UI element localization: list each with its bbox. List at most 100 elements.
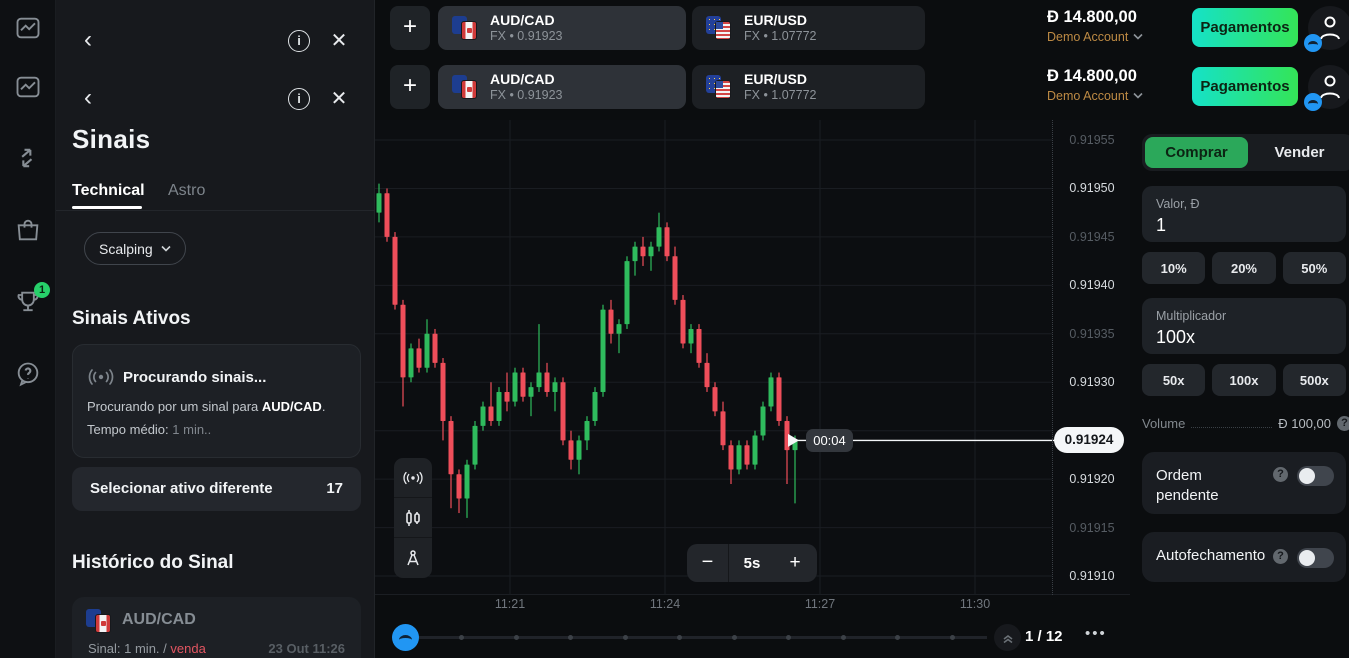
select-asset-label: Selecionar ativo diferente	[90, 480, 273, 497]
asset-subtitle: FX • 0.91923	[490, 29, 563, 43]
scroll-track-dot	[513, 635, 519, 640]
volume-row: Volume Đ 100,00 ?	[1142, 416, 1349, 431]
amount-value: 1	[1156, 215, 1167, 235]
amount-preset-10[interactable]: 10%	[1142, 252, 1206, 284]
timeframe-decrease-button[interactable]: −	[687, 544, 729, 582]
scroll-handle[interactable]	[392, 624, 419, 651]
scroll-track[interactable]	[419, 636, 987, 639]
account-selector[interactable]: Demo Account	[1047, 89, 1167, 103]
volume-help-icon[interactable]: ?	[1337, 416, 1349, 431]
asset-tab-audcad[interactable]: AUD/CAD FX • 0.91923	[438, 6, 686, 50]
price-tick-label: 0.91955	[1069, 133, 1115, 147]
multiplier-preset-50x[interactable]: 50x	[1142, 364, 1206, 396]
price-tick-label: 0.91920	[1069, 472, 1115, 487]
balance-amount: Đ 14.800,00	[1047, 67, 1137, 85]
auto-close-toggle[interactable]	[1297, 548, 1334, 568]
add-asset-button[interactable]: +	[390, 65, 430, 109]
history-heading: Histórico do Sinal	[72, 552, 234, 573]
pending-order-label: Ordem pendente	[1156, 467, 1219, 504]
profile-avatar[interactable]	[1304, 6, 1349, 52]
chart-panel-2-icon[interactable]	[14, 73, 42, 101]
history-timestamp: 23 Out 11:26	[268, 641, 345, 656]
topbar-row-1: + AUD/CAD FX • 0.91923 EUR/USD FX • 1.07…	[375, 6, 1349, 52]
amount-label: Valor, Đ	[1156, 197, 1200, 211]
amount-preset-20[interactable]: 20%	[1212, 252, 1276, 284]
more-menu-icon[interactable]: •••	[1085, 625, 1107, 642]
chart-panel-icon[interactable]	[14, 14, 42, 42]
strategy-dropdown-value: Scalping	[99, 240, 153, 257]
trades-arrows-icon[interactable]	[14, 144, 42, 172]
audcad-flags-icon	[452, 16, 478, 40]
select-different-asset-button[interactable]: Selecionar ativo diferente 17	[72, 467, 361, 511]
time-axis[interactable]: 11:21 11:24 11:27 11:30	[375, 595, 1130, 617]
price-tick-label: 0.91910	[1069, 569, 1115, 584]
tab-astro[interactable]: Astro	[168, 182, 206, 199]
help-icon[interactable]	[14, 360, 42, 388]
trade-panel: Comprar Vender Valor, Đ 1 10% 20% 50% Mu…	[1130, 120, 1349, 658]
asset-name: EUR/USD	[744, 71, 808, 87]
sell-tab[interactable]: Vender	[1274, 144, 1325, 161]
amount-presets: 10% 20% 50%	[1142, 252, 1346, 284]
timeframe-increase-button[interactable]: +	[789, 552, 801, 573]
asset-name: AUD/CAD	[490, 12, 555, 28]
collapse-chevrons-icon[interactable]	[994, 624, 1021, 651]
account-selector[interactable]: Demo Account	[1047, 30, 1167, 44]
left-icon-rail: 1	[0, 0, 56, 658]
close-icon[interactable]: ✕	[330, 30, 348, 52]
strategy-dropdown[interactable]: Scalping	[84, 232, 186, 265]
scroll-track-dot	[622, 635, 628, 640]
scroll-track-dot	[949, 635, 955, 640]
buy-sell-tabs: Comprar Vender	[1142, 134, 1349, 171]
tournaments-trophy-icon[interactable]: 1	[14, 282, 50, 316]
tab-technical[interactable]: Technical	[72, 182, 145, 199]
multiplier-preset-100x[interactable]: 100x	[1212, 364, 1276, 396]
signals-panel: ‹ i ✕ ‹ i ✕ Sinais Technical Astro Scalp…	[56, 0, 375, 658]
back-icon[interactable]: ‹	[84, 26, 92, 53]
history-pair: AUD/CAD	[122, 611, 196, 628]
marketplace-bag-icon[interactable]	[14, 216, 42, 244]
profile-avatar[interactable]	[1304, 65, 1349, 111]
multiplier-input[interactable]: Multiplicador 100x	[1142, 298, 1346, 354]
auto-close-help-icon[interactable]: ?	[1273, 549, 1288, 564]
asset-tab-eurusd[interactable]: EUR/USD FX • 1.07772	[692, 6, 925, 50]
close-icon[interactable]: ✕	[330, 88, 348, 110]
chart-type-tool-button[interactable]	[394, 498, 432, 538]
countdown-timer: 00:04	[806, 429, 853, 453]
payments-button[interactable]: Pagamentos	[1192, 8, 1298, 47]
multiplier-preset-500x[interactable]: 500x	[1282, 364, 1346, 396]
pending-order-help-icon[interactable]: ?	[1273, 467, 1288, 482]
scroll-track-dot	[568, 635, 573, 640]
amount-input[interactable]: Valor, Đ 1	[1142, 186, 1346, 242]
buy-tab[interactable]: Comprar	[1145, 137, 1248, 168]
price-tick-label: 0.91940	[1069, 278, 1115, 293]
active-tab-underline	[72, 206, 142, 209]
active-signals-heading: Sinais Ativos	[72, 308, 191, 329]
timeframe-value[interactable]: 5s	[743, 554, 761, 572]
volume-label: Volume	[1142, 416, 1186, 431]
payments-button[interactable]: Pagamentos	[1192, 67, 1298, 106]
chevron-down-icon	[1133, 33, 1143, 40]
add-asset-button[interactable]: +	[390, 6, 430, 50]
info-icon[interactable]: i	[288, 30, 310, 52]
back-icon[interactable]: ‹	[84, 84, 92, 111]
asset-subtitle: FX • 0.91923	[490, 88, 563, 102]
signals-radar-tool-button[interactable]	[394, 458, 432, 498]
candlestick-chart[interactable]: 0.91955 0.91950 0.91945 0.91940 0.91935 0.919…	[375, 120, 1130, 595]
scroll-track-dot	[731, 635, 737, 640]
amount-preset-50[interactable]: 50%	[1282, 252, 1346, 284]
asset-tab-eurusd[interactable]: EUR/USD FX • 1.07772	[692, 65, 925, 109]
balance-block: Đ 14.800,00 Demo Account	[1047, 8, 1167, 44]
info-icon[interactable]: i	[288, 88, 310, 110]
balance-amount: Đ 14.800,00	[1047, 8, 1137, 26]
price-axis[interactable]: 0.91955 0.91950 0.91945 0.91940 0.91935 0.919…	[1052, 120, 1130, 595]
asset-tab-audcad[interactable]: AUD/CAD FX • 0.91923	[438, 65, 686, 109]
asset-name: EUR/USD	[744, 12, 808, 28]
signal-history-item[interactable]: AUD/CAD Sinal: 1 min. / venda 23 Out 11:…	[72, 597, 361, 658]
price-tick-label: 0.91935	[1069, 326, 1115, 341]
eurusd-flags-icon	[706, 16, 732, 40]
pending-order-card: Ordem pendente ?	[1142, 452, 1346, 514]
pending-order-toggle[interactable]	[1297, 466, 1334, 486]
drawing-tools-button[interactable]	[394, 538, 432, 578]
chart-bottom-bar: 1 / 12 •••	[375, 617, 1130, 658]
